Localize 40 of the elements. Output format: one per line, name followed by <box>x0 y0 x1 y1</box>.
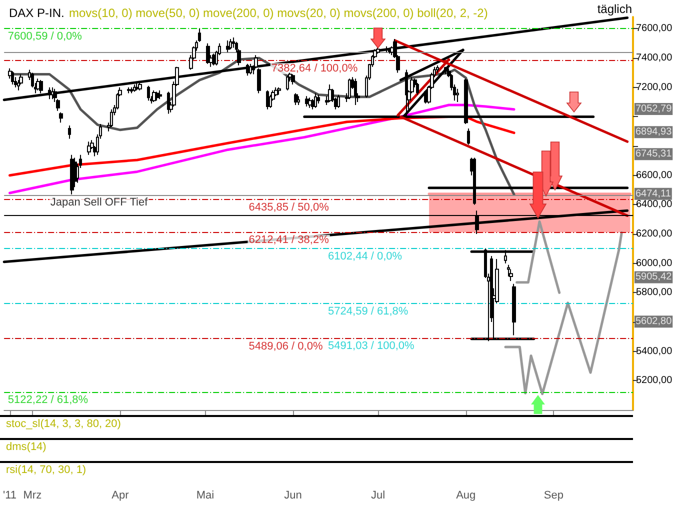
y-tick-label: 7400,00 <box>636 52 673 64</box>
annotation: 5491,03 / 100,0% <box>328 340 415 352</box>
y-tick-label: 5400,00 <box>636 346 673 357</box>
annotation: 6745,31 <box>636 148 672 160</box>
annotation: 6102,44 / 0,0% <box>328 250 402 262</box>
text: täglich <box>597 2 632 16</box>
indicator-panel: rsi(14, 70, 30, 1) <box>0 461 633 480</box>
y-tick-label: 5800,00 <box>636 287 673 298</box>
chart-subtitle: movs(10, 0) move(50, 0) move(200, 0) movs(20, 0) movs(200, 0) boll(20, 2, -2) <box>69 6 488 20</box>
annotation: 7600,59 / 0,0% <box>8 30 82 43</box>
x-tick-label: Jul <box>371 490 386 502</box>
x-tick-label: Sep <box>544 490 564 502</box>
annotation: 6894,93 <box>636 126 672 138</box>
indicator-panel: dms(14) <box>0 438 633 457</box>
indicator-panel: stoc_sl(14, 3, 3, 80, 20) <box>0 415 633 434</box>
annotation: 6212,41 / 38,2% <box>248 234 330 246</box>
annotation: 5905,42 <box>636 272 672 283</box>
annotation: 5122,22 / 61,8% <box>8 394 88 406</box>
chart-title: DAX P-IN. <box>9 6 64 20</box>
x-tick-label: Mai <box>196 490 214 502</box>
annotation: 6474,11 <box>636 188 672 200</box>
y-tick-label: 6200,00 <box>636 228 673 240</box>
x-tick-label: Apr <box>112 490 130 502</box>
x-tick-label: Aug <box>456 490 476 502</box>
y-tick-label: 6000,00 <box>636 258 673 269</box>
x-tick-label: Jun <box>284 490 302 502</box>
y-tick-label: 7600,00 <box>636 23 673 34</box>
annotation: 7382,64 / 100,0% <box>271 62 358 75</box>
annotation: 6435,85 / 50,0% <box>248 201 330 214</box>
annotation: 7052,79 <box>636 103 672 114</box>
annotation: 5724,59 / 61,8% <box>328 306 408 318</box>
annotation: Japan Sell OFF Tief <box>50 196 149 208</box>
y-tick-label: 5200,00 <box>636 375 673 386</box>
y-tick-label: 6600,00 <box>636 170 673 181</box>
y-tick-label: 7200,00 <box>636 82 673 93</box>
annotation: 5602,80 <box>636 316 672 328</box>
x-tick-label: '11 <box>2 490 17 502</box>
y-tick-label: 6400,00 <box>636 199 673 210</box>
x-tick-label: Mrz <box>23 490 42 502</box>
annotation: 5489,06 / 0,0% <box>248 340 323 352</box>
